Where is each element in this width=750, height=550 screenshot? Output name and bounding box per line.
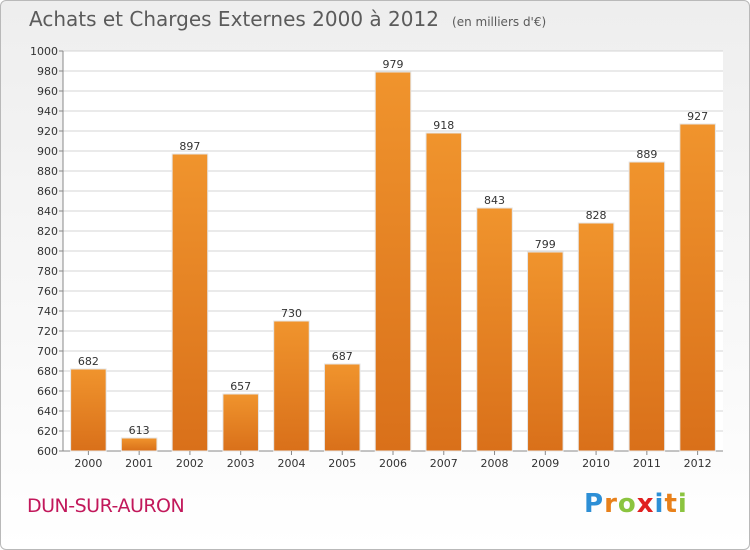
logo-letter: t [664, 489, 678, 519]
bar [527, 251, 564, 452]
logo-letter: r [604, 489, 618, 519]
y-tick-label: 880 [37, 165, 58, 178]
x-tick-label: 2010 [582, 457, 610, 470]
bar-value-label: 897 [179, 140, 200, 153]
y-tick-label: 640 [37, 405, 58, 418]
logo-letter: i [654, 489, 665, 519]
x-tick-label: 2006 [379, 457, 407, 470]
y-tick-label: 820 [37, 225, 58, 238]
bar [323, 363, 361, 452]
y-tick-label: 760 [37, 285, 58, 298]
y-tick-label: 900 [37, 145, 58, 158]
bar-value-label: 682 [78, 355, 99, 368]
x-tick-label: 2009 [531, 457, 559, 470]
bar [425, 132, 463, 452]
bar-value-label: 927 [687, 110, 708, 123]
logo-letter: i [677, 489, 688, 519]
bar-value-label: 843 [484, 194, 505, 207]
y-tick-label: 960 [37, 85, 58, 98]
x-tick-label: 2012 [684, 457, 712, 470]
x-tick-label: 2000 [74, 457, 102, 470]
bar [628, 161, 666, 452]
x-tick-label: 2001 [125, 457, 153, 470]
y-tick-label: 980 [37, 65, 58, 78]
y-tick-label: 620 [37, 425, 58, 438]
logo-letter: P [584, 489, 605, 519]
y-tick-label: 740 [37, 305, 58, 318]
bar-value-label: 657 [230, 380, 251, 393]
y-tick-label: 940 [37, 105, 58, 118]
x-tick-label: 2008 [481, 457, 509, 470]
bar-value-label: 687 [332, 350, 353, 363]
bar [476, 207, 513, 452]
bar [171, 153, 209, 452]
y-tick-label: 860 [37, 185, 58, 198]
proxiti-logo: Proxiti [584, 489, 688, 519]
bar-value-label: 799 [535, 238, 556, 251]
bar [374, 71, 412, 452]
logo-letter: o [617, 489, 637, 519]
y-tick-label: 680 [37, 365, 58, 378]
bar-value-label: 730 [281, 307, 302, 320]
y-tick-label: 780 [37, 265, 58, 278]
y-tick-label: 660 [37, 385, 58, 398]
y-tick-label: 920 [37, 125, 58, 138]
chart-header: Achats et Charges Externes 2000 à 2012 (… [29, 7, 546, 31]
bar [577, 222, 615, 452]
bar [679, 123, 716, 452]
commune-name: DUN-SUR-AURON [27, 495, 185, 517]
bar-value-label: 918 [433, 119, 454, 132]
x-tick-label: 2007 [430, 457, 458, 470]
y-tick-label: 600 [37, 445, 58, 458]
x-tick-label: 2004 [277, 457, 305, 470]
y-tick-label: 720 [37, 325, 58, 338]
chart-unit: (en milliers d'€) [452, 15, 547, 29]
chart-title: Achats et Charges Externes 2000 à 2012 [29, 7, 439, 31]
y-tick-label: 1000 [30, 45, 58, 58]
y-tick-label: 800 [37, 245, 58, 258]
x-tick-label: 2003 [227, 457, 255, 470]
bar [273, 320, 310, 452]
y-tick-label: 700 [37, 345, 58, 358]
y-tick-label: 840 [37, 205, 58, 218]
bar-value-label: 613 [129, 424, 150, 437]
x-tick-label: 2011 [633, 457, 661, 470]
bar [120, 437, 158, 452]
bar-value-label: 979 [383, 58, 404, 71]
bar [222, 393, 259, 452]
bar-value-label: 889 [636, 148, 657, 161]
bar-value-label: 828 [586, 209, 607, 222]
logo-letter: x [636, 489, 655, 519]
bar [70, 368, 107, 452]
x-tick-label: 2005 [328, 457, 356, 470]
x-tick-label: 2002 [176, 457, 204, 470]
